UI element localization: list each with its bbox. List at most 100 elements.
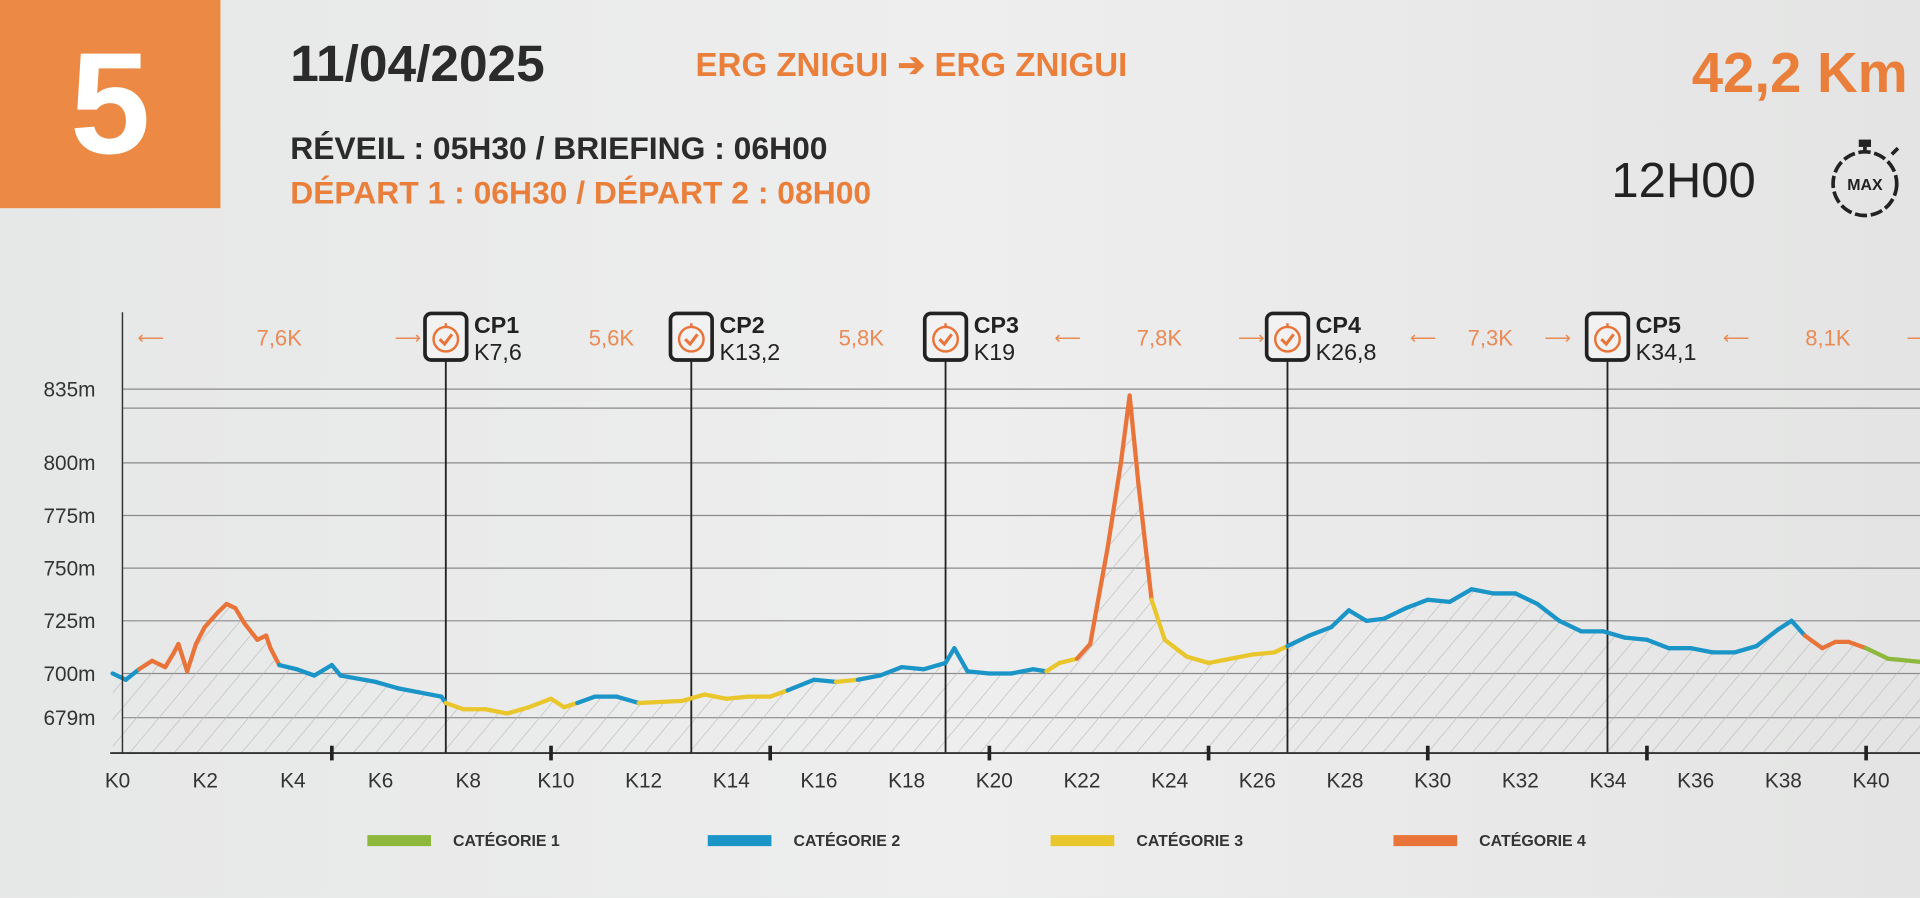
profile-segment-cat3 <box>1044 660 1062 674</box>
x-tick-label: K8 <box>456 769 481 792</box>
checkpoint-km: K13,2 <box>719 339 780 365</box>
profile-segment-cat2 <box>1535 601 1562 623</box>
checkpoint-name: CP3 <box>974 312 1019 338</box>
check-mark <box>1280 333 1295 347</box>
profile-segment-cat3 <box>1149 597 1167 642</box>
arrow-right-icon: ⟶ <box>395 327 421 348</box>
stage-distance: 42,2 Km <box>1691 40 1908 105</box>
stopwatch-check-icon <box>1594 323 1621 353</box>
profile-segment-cat4 <box>193 624 207 647</box>
profile-segment-cat2 <box>1622 635 1650 642</box>
x-tick-label: K22 <box>1063 769 1100 792</box>
x-tick-label: K24 <box>1151 769 1188 792</box>
legend-item-category-2: CATÉGORIE 2 <box>707 828 901 852</box>
profile-segment-cat3 <box>1184 654 1211 666</box>
x-tick-label: K4 <box>280 769 305 792</box>
profile-segment-cat2 <box>1403 597 1430 611</box>
profile-segment-cat2 <box>1557 618 1584 634</box>
profile-segment-cat4 <box>233 606 247 626</box>
profile-segment-cat4 <box>185 641 199 674</box>
segment-distance-label: 7,6K <box>257 325 303 350</box>
profile-segment-cat2 <box>123 667 142 682</box>
checkpoint-km: K26,8 <box>1316 339 1377 365</box>
segment-distance-label: 7,3K <box>1468 325 1514 350</box>
wakeup-briefing-times: RÉVEIL : 05H30 / BRIEFING : 06H00 <box>290 129 828 167</box>
stopwatch-check-icon <box>677 323 705 353</box>
arrow-left-icon: ⟵ <box>1410 327 1436 348</box>
checkpoint-icon-frame <box>1264 311 1311 362</box>
segment-distance-label: 7,8K <box>1137 325 1183 350</box>
x-tick-label: K36 <box>1677 769 1714 792</box>
x-tick-label: K0 <box>105 769 130 792</box>
x-tick-label: K14 <box>713 769 750 792</box>
profile-segment-cat2 <box>110 671 128 682</box>
profile-segment-cat2 <box>1600 629 1628 640</box>
profile-segment-cat4 <box>136 658 155 672</box>
profile-segment-cat2 <box>614 694 641 706</box>
profile-segment-cat2 <box>277 662 299 672</box>
profile-segment-cat2 <box>785 677 817 693</box>
profile-segment-cat2 <box>1447 587 1474 605</box>
checkpoint-km: K7,6 <box>474 339 522 365</box>
profile-segment-cat2 <box>1688 646 1715 655</box>
x-tick-label: K32 <box>1502 769 1539 792</box>
legend-item-category-3: CATÉGORIE 3 <box>1050 828 1244 852</box>
legend-item-category-1: CATÉGORIE 1 <box>367 828 560 852</box>
profile-segment-cat2 <box>1732 643 1759 655</box>
x-tick-label: K2 <box>192 769 217 792</box>
arrow-right-icon: ⟶ <box>1907 327 1920 348</box>
legend-swatch <box>1393 834 1458 846</box>
profile-segment-cat3 <box>680 692 707 703</box>
profile-segment-cat3 <box>1057 656 1080 666</box>
y-tick-label: 725m <box>43 610 95 633</box>
profile-segment-cat2 <box>575 694 598 706</box>
stage-route: ERG ZNIGUI ➔ ERG ZNIGUI <box>695 46 1128 84</box>
profile-segment-cat3 <box>505 705 532 716</box>
checkpoint-km: K34,1 <box>1636 339 1697 365</box>
checkpoint-name: CP5 <box>1636 312 1681 338</box>
profile-segment-cat2 <box>294 667 317 678</box>
y-tick-label: 750m <box>43 558 95 581</box>
profile-segment-cat3 <box>1206 656 1233 666</box>
profile-segment-cat3 <box>702 692 729 701</box>
x-tick-label: K28 <box>1326 769 1363 792</box>
x-tick-label: K40 <box>1853 769 1890 792</box>
profile-segment-cat3 <box>724 694 751 701</box>
profile-segment-cat2 <box>1285 633 1312 649</box>
stage-number-badge: 5 <box>0 0 221 209</box>
stopwatch-check-icon <box>1274 323 1301 353</box>
checkpoint-icon-frame <box>922 311 969 362</box>
y-tick-label: 700m <box>43 663 95 686</box>
profile-segment-cat2 <box>899 665 926 672</box>
profile-segment-cat4 <box>176 641 190 674</box>
x-tick-label: K20 <box>976 769 1013 792</box>
checkpoint-name: CP4 <box>1316 312 1361 338</box>
profile-segment-cat4 <box>202 610 221 630</box>
profile-segment-cat2 <box>1469 587 1496 596</box>
profile-segment-cat3 <box>526 696 554 710</box>
profile-segment-cat3 <box>833 677 861 685</box>
x-tick-label: K12 <box>625 769 662 792</box>
legend-item-category-4: CATÉGORIE 4 <box>1393 828 1586 852</box>
stopwatch-check-icon <box>432 323 460 353</box>
stopwatch-check-icon <box>932 323 960 353</box>
segment-distance-label: 5,8K <box>839 325 885 350</box>
x-tick-label: K6 <box>368 769 393 792</box>
legend-label: CATÉGORIE 2 <box>793 830 901 850</box>
x-tick-label: K18 <box>888 769 925 792</box>
profile-segment-cat1 <box>1863 646 1891 661</box>
arrow-right-icon: ⟶ <box>1238 327 1264 348</box>
profile-segment-cat2 <box>373 679 400 691</box>
legend-label: CATÉGORIE 4 <box>1479 830 1586 850</box>
y-tick-label: 775m <box>43 505 95 528</box>
x-tick-label: K38 <box>1765 769 1802 792</box>
profile-segment-cat2 <box>811 677 839 685</box>
checkpoint-name: CP1 <box>474 312 519 338</box>
profile-segment-cat4 <box>163 650 177 670</box>
profile-segment-cat2 <box>921 660 948 672</box>
legend-label: CATÉGORIE 3 <box>1136 830 1244 850</box>
profile-segment-cat2 <box>312 662 334 678</box>
